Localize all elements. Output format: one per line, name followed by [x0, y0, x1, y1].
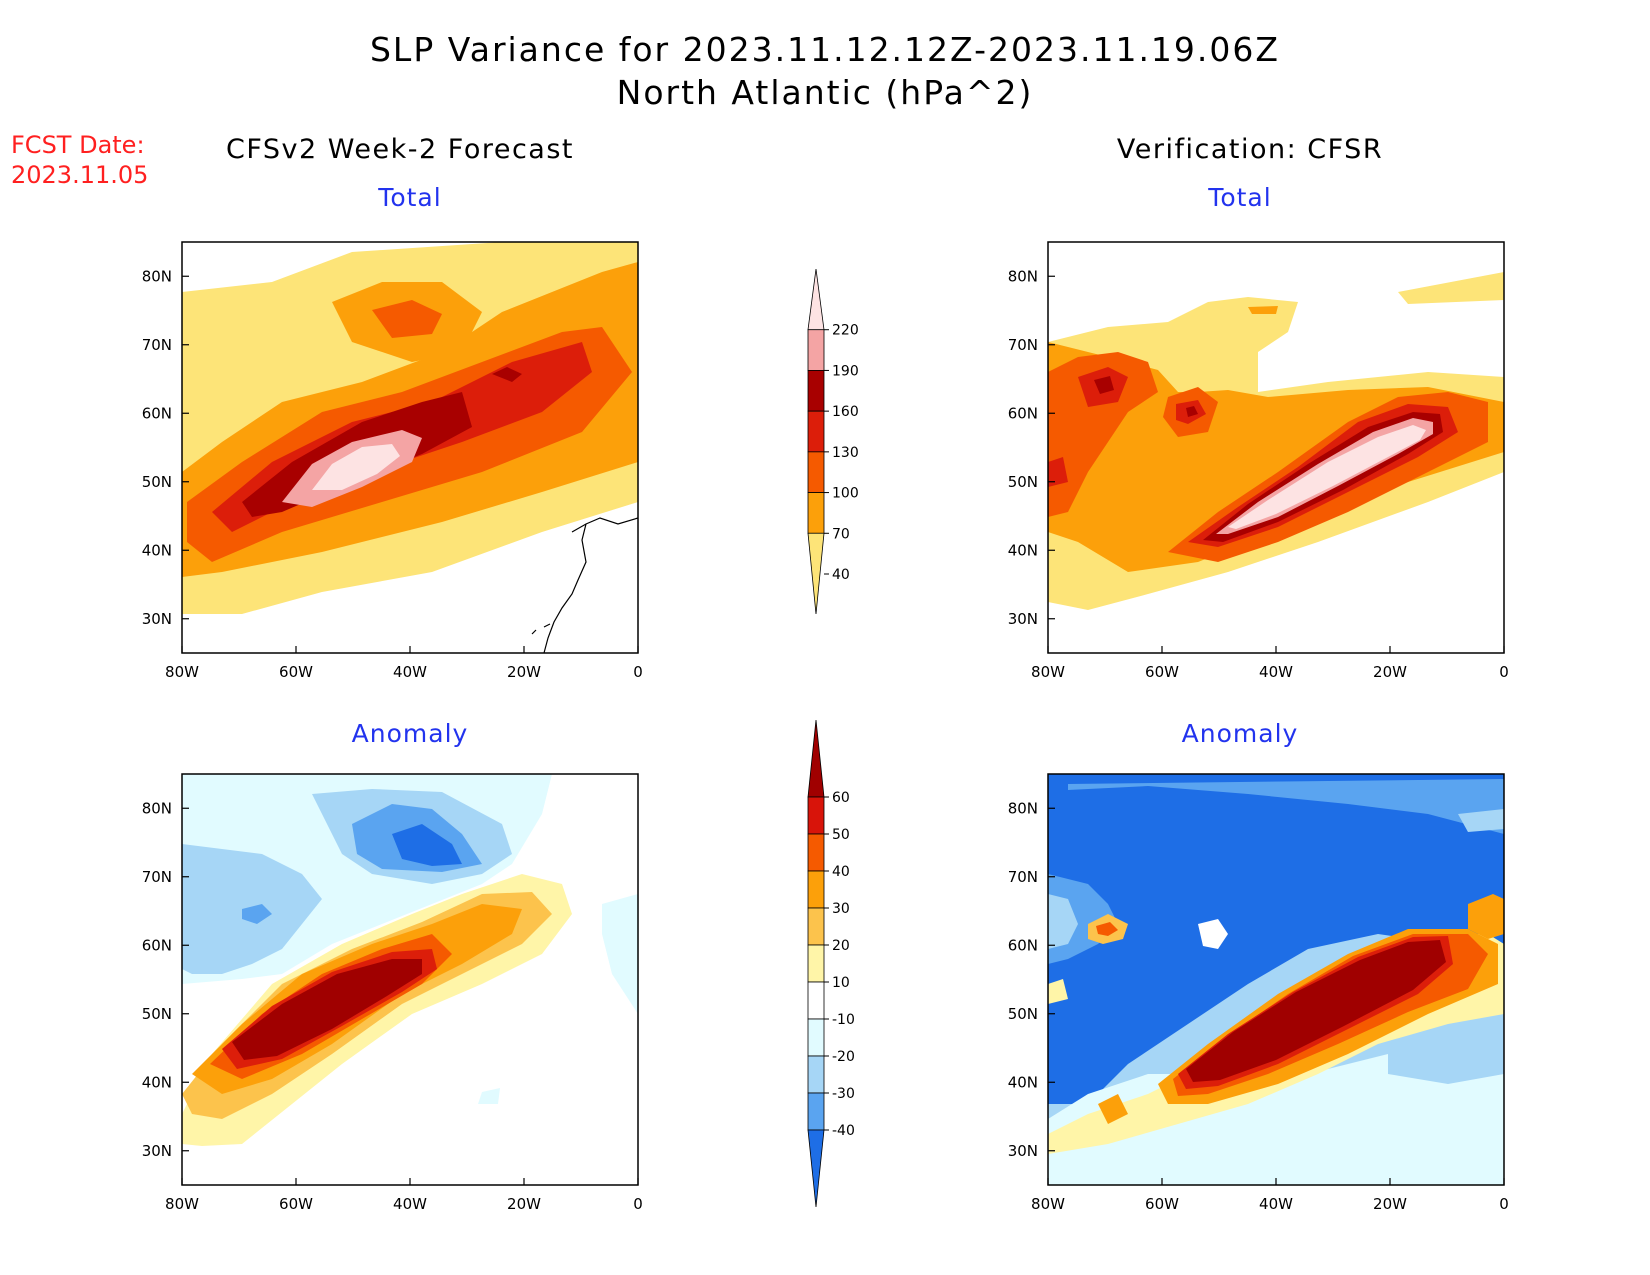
forecast-total-lon-label: 60W	[279, 663, 313, 681]
colorbar-anomaly-swatch	[807, 1055, 825, 1094]
forecast-anomaly-lon-label: 60W	[279, 1195, 313, 1213]
forecast-anomaly-title: Anomaly	[351, 719, 469, 748]
colorbar-anomaly-label: 30	[832, 901, 850, 917]
forecast-anomaly-lon-label: 0	[633, 1195, 643, 1213]
verification-anomaly-lon-label: 0	[1499, 1195, 1509, 1213]
forecast-anomaly-lat-label: 40N	[142, 1073, 172, 1091]
verification-anomaly-lon-label: 60W	[1145, 1195, 1179, 1213]
verification-anomaly-map	[1048, 774, 1504, 1185]
colorbar-anomaly-label: -30	[832, 1086, 855, 1102]
forecast-anomaly-lat-label: 70N	[142, 868, 172, 886]
forecast-total-lat-label: 30N	[142, 610, 172, 628]
colorbar-total-label: 160	[832, 404, 859, 420]
verification-total-title: Total	[1208, 183, 1272, 212]
forecast-anomaly-lat-label: 50N	[142, 1005, 172, 1023]
colorbar-anomaly-label: 50	[832, 827, 850, 843]
colorbar-total-label: 130	[832, 445, 859, 461]
colorbar-anomaly-label: -10	[832, 1012, 855, 1028]
verification-total-lat-label: 30N	[1008, 610, 1038, 628]
verification-anomaly-lon-label: 40W	[1259, 1195, 1293, 1213]
colorbar-anomaly-label: 60	[832, 790, 850, 806]
colorbar-anomaly-swatch	[807, 981, 825, 1020]
verification-anomaly-lat-label: 70N	[1008, 868, 1038, 886]
forecast-total-lat-label: 50N	[142, 473, 172, 491]
colorbar-anomaly-label: -40	[832, 1123, 855, 1139]
forecast-total-map	[182, 242, 638, 653]
verification-anomaly-lat-label: 60N	[1008, 936, 1038, 954]
verification-column-title: Verification: CFSR	[1116, 134, 1384, 165]
colorbar-anomaly-swatch	[807, 1018, 825, 1057]
forecast-anomaly-lon-label: 80W	[165, 1195, 199, 1213]
forecast-total-lon-label: 0	[633, 663, 643, 681]
verification-total-lon-label: 0	[1499, 663, 1509, 681]
forecast-column-title: CFSv2 Week-2 Forecast	[225, 134, 574, 165]
colorbar-total-swatch	[807, 451, 825, 493]
verification-anomaly-lat-label: 80N	[1008, 799, 1038, 817]
colorbar-anomaly-label: -20	[832, 1049, 855, 1065]
forecast-total-title: Total	[378, 183, 442, 212]
forecast-anomaly-lat-label: 80N	[142, 799, 172, 817]
forecast-total-lat-label: 80N	[142, 267, 172, 285]
main-title-line2: North Atlantic (hPa^2)	[616, 73, 1034, 112]
colorbar-anomaly-label: 20	[832, 938, 850, 954]
colorbar-anomaly-swatch	[807, 907, 825, 946]
main-title-line1: SLP Variance for 2023.11.12.12Z-2023.11.…	[369, 30, 1281, 69]
forecast-anomaly-map	[182, 774, 638, 1185]
forecast-total-lat-label: 70N	[142, 336, 172, 354]
colorbar-anomaly-label: 40	[832, 864, 850, 880]
colorbar-anomaly-swatch	[807, 719, 825, 798]
verification-total-lat-label: 80N	[1008, 267, 1038, 285]
forecast-total-lon-label: 20W	[507, 663, 541, 681]
colorbar-total-label: 220	[832, 323, 859, 339]
colorbar-total: 220 190 160 130 100 70 40	[807, 268, 859, 615]
verification-anomaly-lon-label: 20W	[1373, 1195, 1407, 1213]
verification-total-lat-label: 60N	[1008, 404, 1038, 422]
colorbar-anomaly-label: 10	[832, 975, 850, 991]
colorbar-anomaly-swatch	[807, 1129, 825, 1208]
colorbar-total-label: 70	[832, 526, 850, 542]
colorbar-total-swatch	[807, 268, 825, 331]
verification-anomaly-lat-label: 30N	[1008, 1142, 1038, 1160]
colorbar-total-swatch	[807, 410, 825, 453]
colorbar-anomaly-swatch	[807, 870, 825, 909]
colorbar-total-swatch	[807, 532, 825, 615]
verification-total-lat-label: 50N	[1008, 473, 1038, 491]
colorbar-total-label: 100	[832, 486, 859, 502]
fcst-date-value: 2023.11.05	[11, 161, 149, 189]
verification-anomaly-lon-label: 80W	[1031, 1195, 1065, 1213]
forecast-total-lat-label: 60N	[142, 404, 172, 422]
verification-anomaly-title: Anomaly	[1181, 719, 1299, 748]
verification-anomaly-lat-label: 50N	[1008, 1005, 1038, 1023]
fcst-date-label: FCST Date:	[11, 131, 145, 159]
colorbar-anomaly: 60 50 40 30 20 10 -10 -20 -30 -40	[807, 719, 855, 1208]
colorbar-total-swatch	[807, 370, 825, 412]
verification-total-lat-label: 40N	[1008, 541, 1038, 559]
verification-total-map	[1048, 242, 1504, 653]
verification-total-lon-label: 20W	[1373, 663, 1407, 681]
verification-total-lon-label: 60W	[1145, 663, 1179, 681]
colorbar-anomaly-swatch	[807, 1092, 825, 1131]
colorbar-anomaly-swatch	[807, 833, 825, 872]
forecast-total-lon-label: 80W	[165, 663, 199, 681]
colorbar-anomaly-swatch	[807, 796, 825, 835]
verification-anomaly-lat-label: 40N	[1008, 1073, 1038, 1091]
verification-total-lon-label: 40W	[1259, 663, 1293, 681]
forecast-anomaly-lon-label: 40W	[393, 1195, 427, 1213]
forecast-anomaly-lat-label: 30N	[142, 1142, 172, 1160]
forecast-anomaly-lat-label: 60N	[142, 936, 172, 954]
colorbar-anomaly-swatch	[807, 944, 825, 983]
colorbar-total-label: 190	[832, 363, 859, 379]
forecast-anomaly-lon-label: 20W	[507, 1195, 541, 1213]
colorbar-total-swatch	[807, 329, 825, 371]
forecast-total-lat-label: 40N	[142, 541, 172, 559]
colorbar-total-label: 40	[832, 567, 850, 583]
colorbar-total-swatch	[807, 492, 825, 534]
verification-total-lat-label: 70N	[1008, 336, 1038, 354]
forecast-total-lon-label: 40W	[393, 663, 427, 681]
verification-total-lon-label: 80W	[1031, 663, 1065, 681]
